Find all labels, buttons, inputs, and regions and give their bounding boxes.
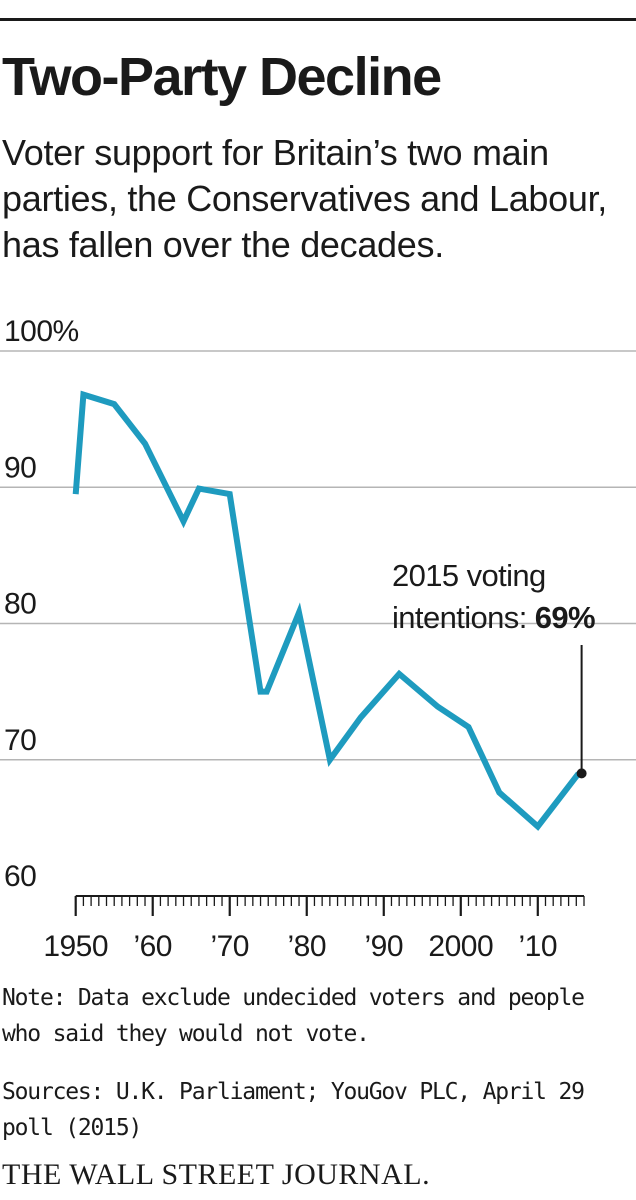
line-chart: 60 70 80 90 100% 1950 ’60 ’70 ’80 ’90 2000 ’10 201…: [0, 315, 636, 960]
gridlines: [0, 350, 636, 761]
footnote: Note: Data exclude undecided voters and …: [2, 985, 585, 1047]
x-tick-label: 1950: [43, 930, 108, 960]
y-tick-label: 70: [4, 724, 36, 757]
x-tick-label: ’70: [210, 930, 249, 960]
annotation-label: 2015 voting intentions: 69%: [392, 558, 595, 635]
sources-note: Sources: U.K. Parliament; YouGov PLC, Ap…: [2, 1079, 585, 1141]
x-axis: 1950 ’60 ’70 ’80 ’90 2000 ’10: [43, 895, 585, 960]
y-tick-label: 60: [4, 860, 36, 893]
annotation-line-1: 2015 voting: [392, 558, 546, 593]
series-line: [72, 390, 581, 831]
series-layer: [72, 390, 581, 831]
y-tick-label: 80: [4, 588, 36, 621]
publisher-logo: THE WALL STREET JOURNAL.: [2, 1158, 431, 1191]
x-tick-label: 2000: [428, 930, 493, 960]
annotation-line-2: intentions:: [392, 600, 535, 635]
y-tick-label: 100%: [4, 315, 79, 348]
x-tick-label: ’80: [287, 930, 326, 960]
annotation-end-dot: [576, 768, 587, 779]
x-tick-label: ’90: [364, 930, 403, 960]
annotation-value: 69%: [535, 600, 595, 635]
top-rule: [0, 18, 636, 21]
y-tick-label: 90: [4, 451, 36, 484]
chart-title: Two-Party Decline: [2, 47, 442, 107]
x-tick-label: ’60: [133, 930, 172, 960]
chart-subtitle: Voter support for Britain’s two main par…: [2, 132, 607, 265]
y-axis-labels: 60 70 80 90 100%: [4, 315, 79, 893]
x-tick-label: ’10: [519, 930, 558, 960]
annotation-layer: 2015 voting intentions: 69%: [392, 558, 596, 779]
